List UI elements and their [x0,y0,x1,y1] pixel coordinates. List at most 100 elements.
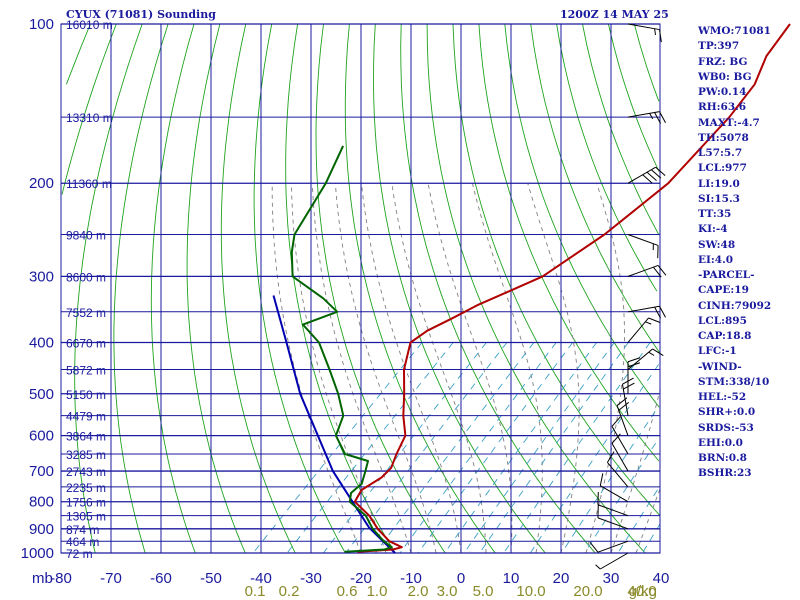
wind-barb [627,305,666,319]
stability-index-item: L57:5.7 [698,147,743,159]
wind-barb [627,234,659,259]
temperature-tick-label: -60 [150,570,172,587]
pressure-tick-label: 300 [29,268,54,285]
dry-adiabat-line [478,23,660,462]
pressure-tick-label: 800 [29,494,54,511]
pressure-tick-label: 1000 [21,545,54,562]
stability-index-item: SI:15.3 [698,192,740,205]
height-label: 7552 m [66,306,106,320]
mixing-ratio-line [463,342,615,554]
wind-barb-staff [600,552,629,570]
dry-adiabat-line [530,23,661,354]
stability-index-item: MAXT:-4.7 [698,116,760,129]
wind-barb-staff [627,23,660,31]
mixing-ratio-line [529,364,660,554]
temperature-tick-label: -80 [50,570,72,587]
dry-adiabat-line [344,23,496,554]
temperature-tick-label: 40 [653,570,670,587]
temperature-tick-label: 20 [553,570,570,587]
height-label: 8600 m [66,270,106,284]
wind-barb [616,397,629,436]
wind-barb-flag [611,433,621,444]
dewpoint-line [290,145,393,553]
wind-barb-staff [616,405,629,436]
height-label: 2743 m [66,465,106,479]
mixing-ratio-tick-label: 5.0 [473,583,494,600]
dry-adiabat-line [607,23,660,172]
mixing-ratio-line [561,411,656,554]
moist-adiabat-line [271,183,362,554]
wind-barb-staff [600,485,629,503]
mixing-ratio-tick-label: 3.0 [437,583,458,600]
mixing-ratio-tick-label: 0.1 [245,583,266,600]
height-label: 874 m [66,523,99,537]
wind-barb-staff [621,384,629,416]
mixing-ratio-tick-label: 40.0 [627,583,656,600]
stability-index-item: LI:19.0 [698,177,740,190]
wind-barb [627,166,666,184]
dry-adiabat-line [65,23,91,85]
dry-adiabat-line [504,23,660,408]
wind-barb-flag [595,564,601,570]
wind-barb [597,492,629,517]
wind-barb-flag [657,265,667,276]
moist-adiabat-line [427,183,513,554]
wind-barb [627,23,662,43]
wind-barb [627,111,666,124]
pressure-tick-label: 900 [29,521,54,538]
dry-adiabat-line [582,23,660,235]
wind-barb-flag [646,171,657,182]
wind-barb-flag [645,321,652,325]
wind-barb [611,433,629,472]
stability-index-item: RH:63.6 [698,101,747,114]
wind-barb-staff [597,517,629,530]
sounding-title: CYUX (71081) Sounding [66,8,216,21]
moist-adiabat-line [311,183,412,554]
stability-index-item: CAP:18.8 [698,330,752,342]
stability-index-item: LCL:895 [698,314,747,327]
dry-adiabat-line [285,23,396,554]
pressure-tick-label: 100 [29,16,54,33]
wind-barb [607,451,629,488]
height-label: 5150 m [66,388,106,402]
height-label: 464 m [66,535,99,549]
wind-barb-staff [597,540,629,553]
temperature-tick-label: -40 [250,570,272,587]
height-labels: 16010 m 13310 m 11360 m 9840 m 8600 m 7552 m 6… [66,18,113,561]
temperature-tick-label: -70 [100,570,122,587]
moist-adiabat-line [290,183,387,554]
wind-barb [621,377,635,416]
wind-barb-staff [611,426,629,455]
wind-barb-staff [607,462,629,488]
wind-barbs [589,23,667,570]
wind-barb-staff [627,317,649,343]
height-label: 1756 m [66,496,106,510]
moist-adiabat-line [585,183,625,554]
stability-index-item: EHI:0.0 [698,436,743,449]
stability-index-item: LCL:977 [698,162,747,175]
stability-index-item: TT:35 [698,208,732,220]
mixing-ratio-line [479,342,629,554]
mixing-ratio-unit-label: g/kg [629,583,657,600]
height-label: 13310 m [66,111,113,125]
stability-index-item: LFC:-1 [698,345,737,358]
mixing-ratio-lines [252,342,661,554]
moist-adiabat-line [527,183,580,554]
height-label: 72 m [66,547,93,561]
height-label: 6670 m [66,336,106,350]
dry-adiabat-line [61,23,117,195]
stability-index-item: WB0: BG [698,70,752,83]
dry-adiabat-line [113,23,169,554]
wind-barb-flag [648,317,661,324]
wind-barb-staff [627,111,660,118]
wind-barb-flag [627,362,641,368]
stability-index-item: FRZ: BG [698,55,748,68]
sounding-profiles [272,23,791,554]
wind-barb-flag [655,166,666,177]
height-label: 2235 m [66,481,106,495]
wind-barb-flag [616,397,628,406]
stability-index-item: TP:397 [698,40,740,53]
stability-index-item: CINH:79092 [698,299,772,312]
wind-barb-flag [654,112,662,124]
